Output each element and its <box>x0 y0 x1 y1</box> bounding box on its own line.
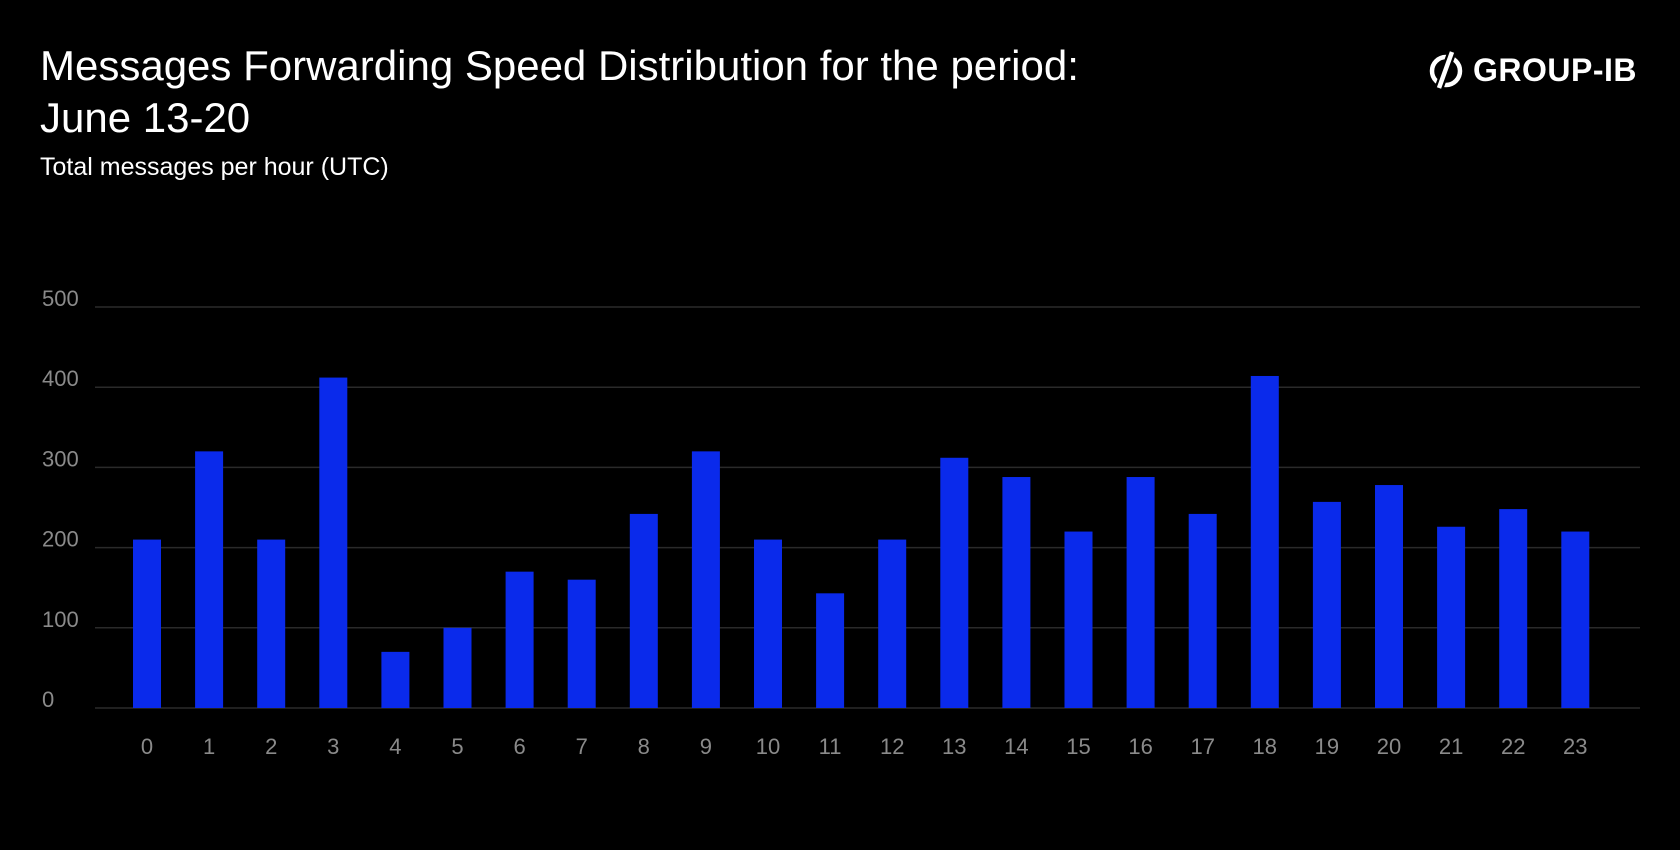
x-tick-label: 0 <box>141 734 153 759</box>
bar <box>1499 509 1528 708</box>
bar <box>878 539 907 708</box>
bar <box>505 571 534 708</box>
chart-title: Messages Forwarding Speed Distribution f… <box>40 40 1280 144</box>
bar-layer <box>133 375 1590 708</box>
bar <box>1375 485 1403 708</box>
y-tick-label: 100 <box>42 607 79 632</box>
bar <box>816 593 845 708</box>
bar <box>629 513 658 708</box>
bar <box>940 457 969 708</box>
y-tick-label: 400 <box>42 366 79 391</box>
x-tick-label: 9 <box>700 734 712 759</box>
bar <box>1312 501 1341 708</box>
group-ib-logo: GROUP-IB <box>1427 50 1637 90</box>
group-ib-logo-icon <box>1429 50 1463 90</box>
chart-title-line-2: June 13-20 <box>40 94 251 141</box>
y-tick-label: 300 <box>42 446 79 471</box>
x-tick-label: 13 <box>942 734 966 759</box>
bar <box>257 539 286 708</box>
x-tick-label: 11 <box>819 734 842 759</box>
x-tick-label: 6 <box>513 734 525 759</box>
x-tick-label: 2 <box>265 734 277 759</box>
bar <box>567 579 596 708</box>
bar <box>195 451 224 708</box>
x-tick-label: 12 <box>880 734 904 759</box>
bar <box>133 539 161 708</box>
bar <box>1561 531 1590 708</box>
x-tick-label: 19 <box>1315 734 1339 759</box>
bar <box>754 539 782 708</box>
logo-text: GROUP-IB <box>1473 52 1637 88</box>
chart-subtitle: Total messages per hour (UTC) <box>40 153 389 181</box>
x-tick-label: 14 <box>1004 734 1028 759</box>
y-tick-label: 0 <box>42 687 54 712</box>
x-tick-label: 15 <box>1066 734 1090 759</box>
x-tick-label: 16 <box>1128 734 1152 759</box>
bar <box>319 377 348 708</box>
x-tick-label: 5 <box>451 734 463 759</box>
x-tick-label: 3 <box>327 734 339 759</box>
bar <box>1064 531 1093 708</box>
y-tick-label: 200 <box>42 527 79 552</box>
x-tick-label: 22 <box>1501 734 1525 759</box>
x-tick-label: 4 <box>389 734 401 759</box>
bar <box>1002 477 1031 708</box>
bar <box>443 627 472 708</box>
x-tick-label: 20 <box>1377 734 1401 759</box>
x-tick-label: 21 <box>1439 734 1463 759</box>
bar <box>691 451 720 708</box>
bar <box>1437 526 1466 708</box>
x-tick-label: 23 <box>1563 734 1587 759</box>
x-tick-label: 10 <box>756 734 780 759</box>
bar <box>381 651 410 708</box>
bar <box>1188 513 1217 708</box>
x-tick-label: 7 <box>576 734 588 759</box>
x-tick-label: 18 <box>1253 734 1277 759</box>
y-tick-label: 500 <box>42 286 79 311</box>
x-tick-label: 1 <box>203 734 215 759</box>
x-tick-label: 8 <box>638 734 650 759</box>
bar <box>1126 477 1155 708</box>
x-tick-label: 17 <box>1190 734 1214 759</box>
bar <box>1250 375 1279 708</box>
chart-title-line-1: Messages Forwarding Speed Distribution f… <box>40 42 1079 89</box>
